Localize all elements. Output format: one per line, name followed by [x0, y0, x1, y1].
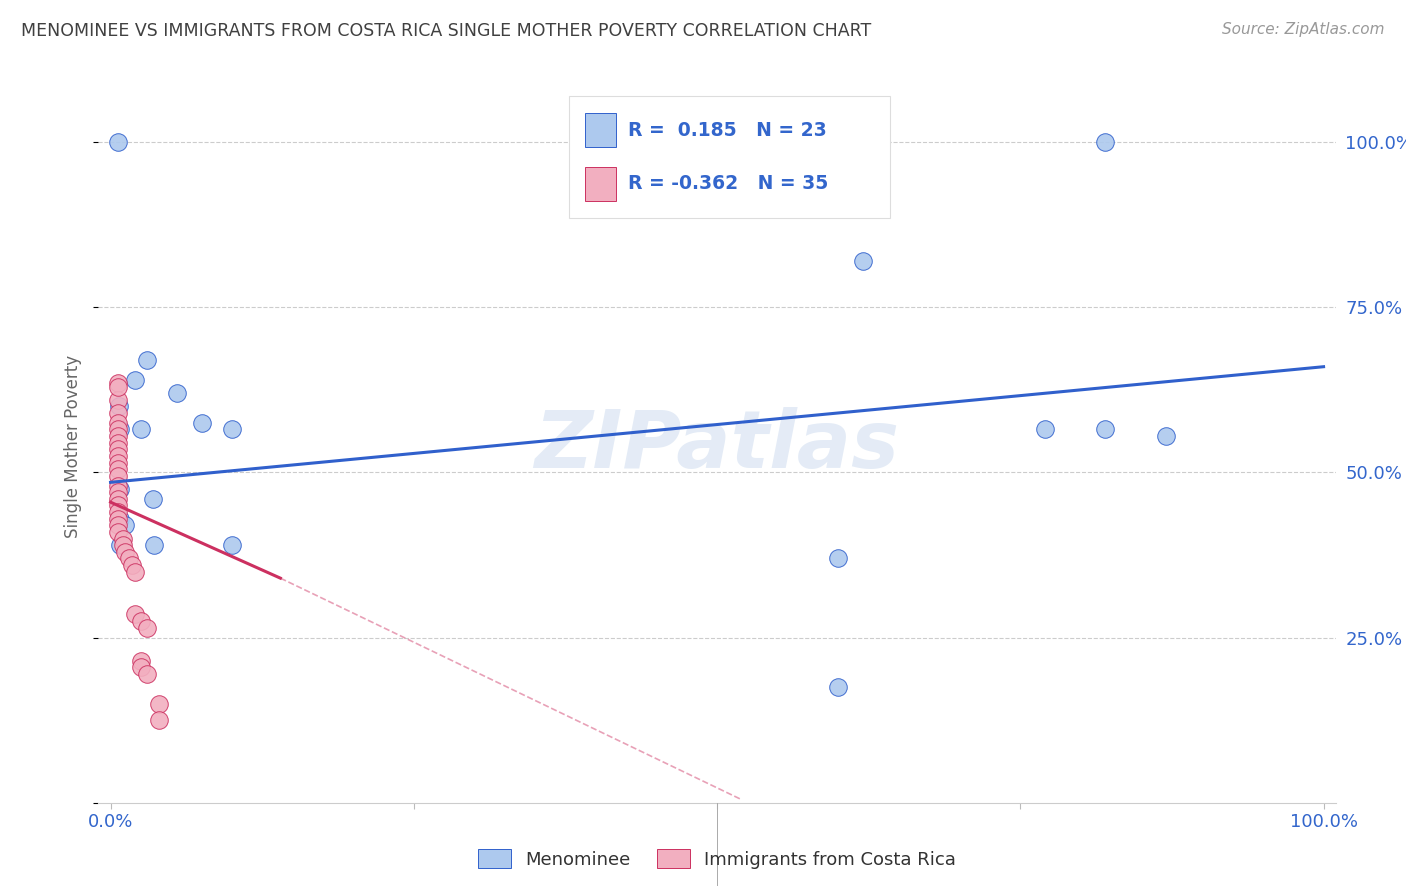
Point: [110, 482, 132, 496]
Point: [852, 254, 875, 268]
Point: [827, 680, 849, 694]
Point: [114, 545, 136, 559]
Point: [107, 505, 129, 519]
Point: [111, 532, 134, 546]
Point: [107, 485, 129, 500]
Point: [107, 499, 129, 513]
Point: [121, 558, 143, 572]
Point: [190, 416, 212, 430]
Point: [107, 392, 129, 407]
Point: [142, 491, 165, 506]
Point: [143, 538, 166, 552]
Point: [129, 660, 152, 674]
Text: Source: ZipAtlas.com: Source: ZipAtlas.com: [1222, 22, 1385, 37]
Point: [110, 422, 132, 436]
Point: [108, 400, 131, 414]
Point: [107, 416, 129, 430]
Point: [118, 551, 141, 566]
Point: [107, 518, 129, 533]
Point: [1154, 429, 1177, 443]
Point: [136, 621, 159, 635]
Y-axis label: Single Mother Poverty: Single Mother Poverty: [63, 354, 82, 538]
Point: [107, 468, 129, 483]
Point: [107, 456, 129, 470]
Point: [107, 435, 129, 450]
Point: [124, 565, 146, 579]
Point: [107, 524, 129, 539]
Point: [221, 422, 243, 436]
Point: [107, 429, 129, 443]
Point: [1094, 422, 1116, 436]
Point: [827, 551, 849, 566]
Point: [114, 518, 136, 533]
Text: R = -0.362   N = 35: R = -0.362 N = 35: [627, 174, 828, 194]
Text: R =  0.185   N = 23: R = 0.185 N = 23: [627, 120, 827, 140]
Point: [107, 422, 129, 436]
Text: ZIPatlas: ZIPatlas: [534, 407, 900, 485]
Point: [107, 135, 129, 149]
Legend: Menominee, Immigrants from Costa Rica: Menominee, Immigrants from Costa Rica: [471, 842, 963, 876]
Point: [148, 697, 170, 711]
Point: [148, 713, 170, 727]
Text: MENOMINEE VS IMMIGRANTS FROM COSTA RICA SINGLE MOTHER POVERTY CORRELATION CHART: MENOMINEE VS IMMIGRANTS FROM COSTA RICA …: [21, 22, 872, 40]
Point: [107, 449, 129, 463]
Point: [166, 386, 188, 401]
Point: [124, 373, 146, 387]
Point: [136, 667, 159, 681]
Point: [107, 442, 129, 457]
Point: [129, 654, 152, 668]
Point: [136, 353, 159, 368]
Point: [107, 511, 129, 525]
Point: [110, 538, 132, 552]
Point: [129, 614, 152, 628]
Point: [107, 376, 129, 391]
Point: [1033, 422, 1056, 436]
Point: [124, 607, 146, 622]
Point: [111, 538, 134, 552]
Point: [107, 379, 129, 393]
Point: [129, 422, 152, 436]
Point: [107, 478, 129, 492]
Point: [1094, 135, 1116, 149]
Point: [107, 491, 129, 506]
Point: [110, 511, 132, 525]
Point: [107, 462, 129, 476]
Point: [107, 406, 129, 420]
Point: [221, 538, 243, 552]
